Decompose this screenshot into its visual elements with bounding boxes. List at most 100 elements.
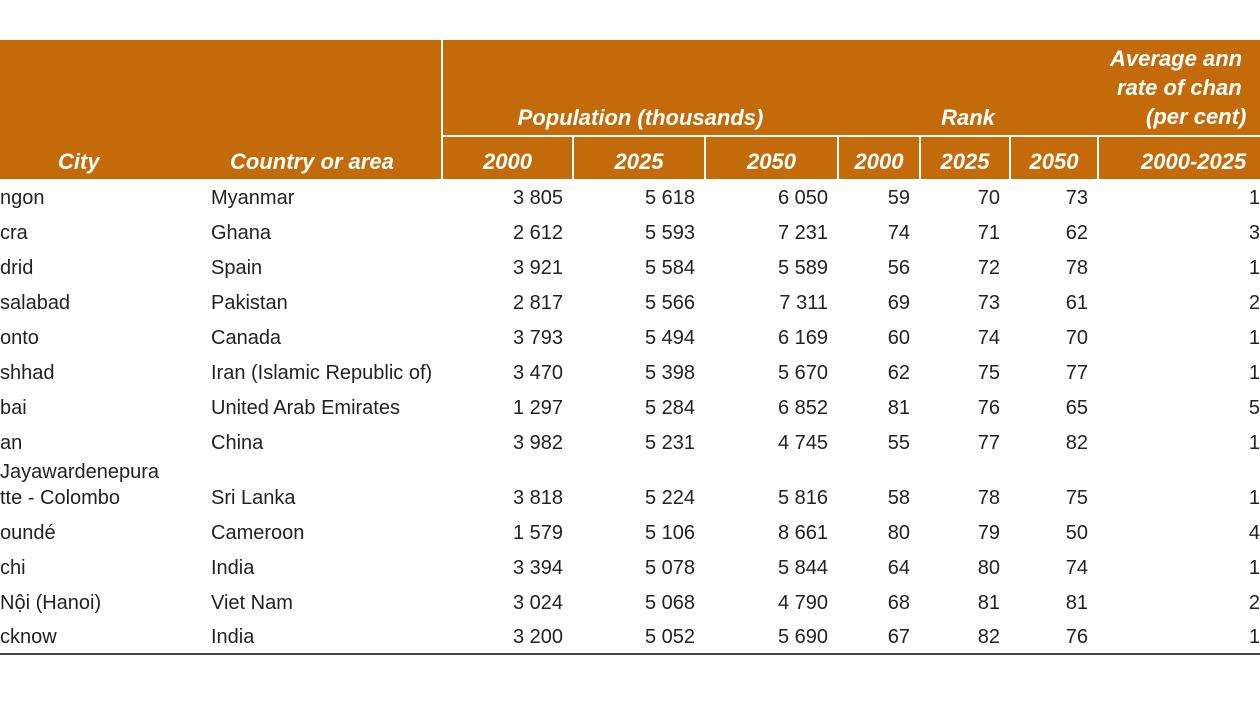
table-cell: 65 <box>1065 397 1089 419</box>
table-cell: 75 <box>1065 487 1089 509</box>
table-cell: 82 <box>1065 432 1089 454</box>
table-cell: onto <box>0 327 39 349</box>
table-cell: 3 982 <box>512 432 563 454</box>
header-line: (per cent) <box>1146 104 1247 129</box>
table-cell: 1 <box>1248 432 1260 454</box>
table-cell: Myanmar <box>211 187 295 209</box>
table-cell: 70 <box>977 187 1000 209</box>
table-cell: 3 <box>1248 222 1260 244</box>
table-cell: 60 <box>887 327 910 349</box>
table-row: Jayawardenepura tte - Colombo Sri Lanka 3 … <box>0 459 1260 514</box>
header-cell: 2000-2025 <box>1097 135 1260 179</box>
table-cell: 5 052 <box>573 619 705 655</box>
table-cell: 77 <box>1065 362 1089 384</box>
table-cell: 76 <box>1010 619 1099 655</box>
table-cell: 7 311 <box>779 292 828 314</box>
table-cell: 79 <box>977 522 1000 544</box>
table-cell: 5 670 <box>777 362 828 384</box>
header-line: rate of chan <box>1117 75 1242 100</box>
table-cell: 5 844 <box>777 557 828 579</box>
table-cell: 72 <box>977 257 1000 279</box>
table-cell: 5 593 <box>644 222 695 244</box>
table-cell: Pakistan <box>211 292 288 314</box>
table-cell: 70 <box>1065 327 1089 349</box>
table-cell: 61 <box>1065 292 1089 314</box>
table-cell: 73 <box>1065 187 1089 209</box>
table-cell: 3 470 <box>512 362 563 384</box>
table-cell: India <box>200 619 442 655</box>
table-cell: 2 <box>1248 292 1260 314</box>
table-cell: ngon <box>0 187 45 209</box>
table-cell: 80 <box>887 522 910 544</box>
table-cell: 68 <box>887 592 910 614</box>
table-cell: Iran (Islamic Republic of) <box>211 362 433 384</box>
table-cell: 58 <box>887 487 910 509</box>
table-cell: Nội (Hanoi) <box>0 592 102 614</box>
header-cell: Population (thousands) <box>441 40 838 136</box>
table-cell: 2 612 <box>512 222 563 244</box>
table-cell: 3 200 <box>442 619 573 655</box>
table-cell: 74 <box>1065 557 1089 579</box>
table-cell: 5 224 <box>644 487 695 509</box>
table-cell: 5 566 <box>644 292 695 314</box>
table-cell: 1 297 <box>512 397 563 419</box>
table-cell: 62 <box>1065 222 1089 244</box>
header-cell: City <box>0 40 200 179</box>
table-cell: 4 790 <box>777 592 828 614</box>
table-cell: cra <box>0 222 28 244</box>
table-cell: 5 068 <box>644 592 695 614</box>
table-cell: 62 <box>887 362 910 384</box>
table-cell: 78 <box>977 487 1000 509</box>
table-row: an China 3 982 5 231 4 745 55 77 82 1 <box>0 424 1260 459</box>
table-row: oundé Cameroon 1 579 5 106 8 661 80 79 50 4 <box>0 514 1260 549</box>
table-cell: 1 <box>1248 487 1260 509</box>
table-cell: 4 <box>1248 522 1260 544</box>
table-cell: 55 <box>887 432 910 454</box>
table-cell: 7 231 <box>777 222 828 244</box>
table-cell: drid <box>0 257 34 279</box>
table-cell: 3 921 <box>512 257 563 279</box>
table-cell: 4 745 <box>777 432 828 454</box>
table-cell: Spain <box>211 257 263 279</box>
table-row: ngon Myanmar 3 805 5 618 6 050 59 70 73 1 <box>0 179 1260 214</box>
header-line: Average ann <box>1110 46 1243 71</box>
table-cell: China <box>211 432 264 454</box>
table-cell: salabad <box>0 292 71 314</box>
table-cell: 71 <box>977 222 1000 244</box>
table-cell: 5 494 <box>644 327 695 349</box>
header-cell: Average ann rate of chan (per cent) <box>1098 40 1260 136</box>
table-cell: 3 793 <box>512 327 563 349</box>
table-cell: Jayawardenepura tte - Colombo <box>0 461 159 509</box>
table-cell: 5 589 <box>777 257 828 279</box>
table-cell: India <box>211 557 255 579</box>
table-cell: 75 <box>977 362 1000 384</box>
table-cell: 81 <box>887 397 910 419</box>
table-cell: United Arab Emirates <box>211 397 400 419</box>
table-cell: 2 817 <box>512 292 563 314</box>
table-cell: 6 852 <box>777 397 828 419</box>
table-cell: 3 394 <box>512 557 563 579</box>
table-cell: Viet Nam <box>211 592 293 614</box>
table-cell: 50 <box>1065 522 1089 544</box>
table-cell: 64 <box>887 557 910 579</box>
table-row: shhad Iran (Islamic Republic of) 3 470 5 39… <box>0 354 1260 389</box>
table-cell: 1 <box>1248 327 1260 349</box>
table-cell: 5 284 <box>644 397 695 419</box>
header-cell: 2025 <box>572 135 705 179</box>
table-cell: 76 <box>977 397 1000 419</box>
table-cell: 74 <box>887 222 910 244</box>
table-cell: an <box>0 432 23 454</box>
header-cell: 2000 <box>837 135 920 179</box>
header-cell: Rank <box>838 40 1099 136</box>
table-cell: 5 078 <box>644 557 695 579</box>
table-cell: 78 <box>1065 257 1089 279</box>
table-cell: 1 <box>1248 557 1260 579</box>
table-cell: 1 <box>1248 362 1260 384</box>
table-cell: 1 <box>1098 619 1260 655</box>
table-row: chi India 3 394 5 078 5 844 64 80 74 1 <box>0 549 1260 584</box>
table-cell: 5 398 <box>644 362 695 384</box>
table-cell: 80 <box>977 557 1000 579</box>
table-cell: chi <box>0 557 26 579</box>
table-cell: 5 106 <box>644 522 695 544</box>
table-cell: 81 <box>1065 592 1089 614</box>
